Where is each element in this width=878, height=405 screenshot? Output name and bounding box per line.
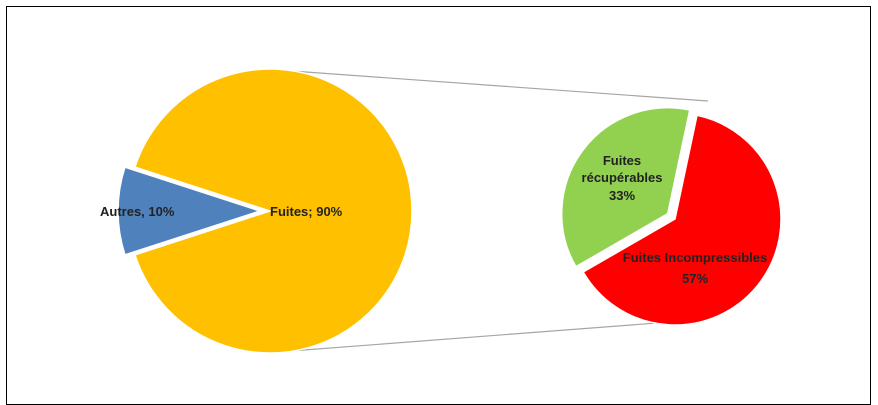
slice-label: 57% [681,271,709,286]
slice-label: Autres, 10% [100,204,175,219]
pie-slice [117,166,263,256]
pie-slice [561,107,691,268]
slice-label: 33% [608,188,636,203]
connector [277,69,709,102]
slice-label: Fuites récupérables [581,153,663,185]
slice-label: Fuites; 90% [270,204,343,219]
slice-label: Fuites Incompressibles [622,250,768,265]
connector [277,321,671,353]
pie-slice [582,114,782,326]
pie-slice [134,68,413,354]
